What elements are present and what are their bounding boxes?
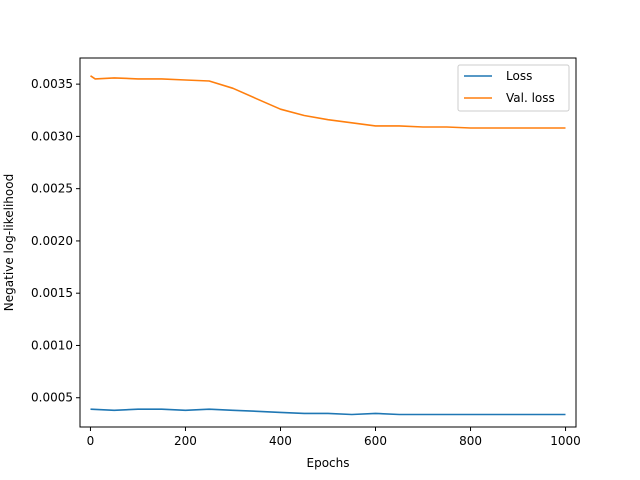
x-tick-label: 600 (364, 434, 387, 448)
y-tick-label: 0.0025 (31, 182, 73, 196)
y-tick-label: 0.0015 (31, 286, 73, 300)
y-axis-label: Negative log-likelihood (2, 174, 16, 311)
series-line-1 (90, 75, 566, 129)
legend: Loss Val. loss (457, 64, 570, 112)
legend-entry-label: Loss (506, 69, 532, 83)
y-tick-label: 0.0020 (31, 234, 73, 248)
x-axis-label: Epochs (307, 456, 350, 470)
y-tick-label: 0.0030 (31, 129, 73, 143)
x-tick-label: 200 (174, 434, 197, 448)
y-tick-label: 0.0010 (31, 338, 73, 352)
x-axis-ticks: 0 200 400 600 800 1000 (87, 427, 581, 448)
x-tick-label: 0 (87, 434, 95, 448)
y-tick-label: 0.0035 (31, 77, 73, 91)
y-axis-ticks: 0.0005 0.0010 0.0015 0.0020 0.0025 0.0030 0.00… (31, 77, 80, 405)
y-tick-label: 0.0005 (31, 391, 73, 405)
series-line-0 (90, 408, 566, 416)
x-tick-label: 400 (269, 434, 292, 448)
legend-entry-label: Val. loss (506, 91, 555, 105)
x-tick-label: 800 (459, 434, 482, 448)
series-layer (90, 75, 566, 416)
x-tick-label: 1000 (550, 434, 581, 448)
plot-frame (79, 57, 577, 428)
